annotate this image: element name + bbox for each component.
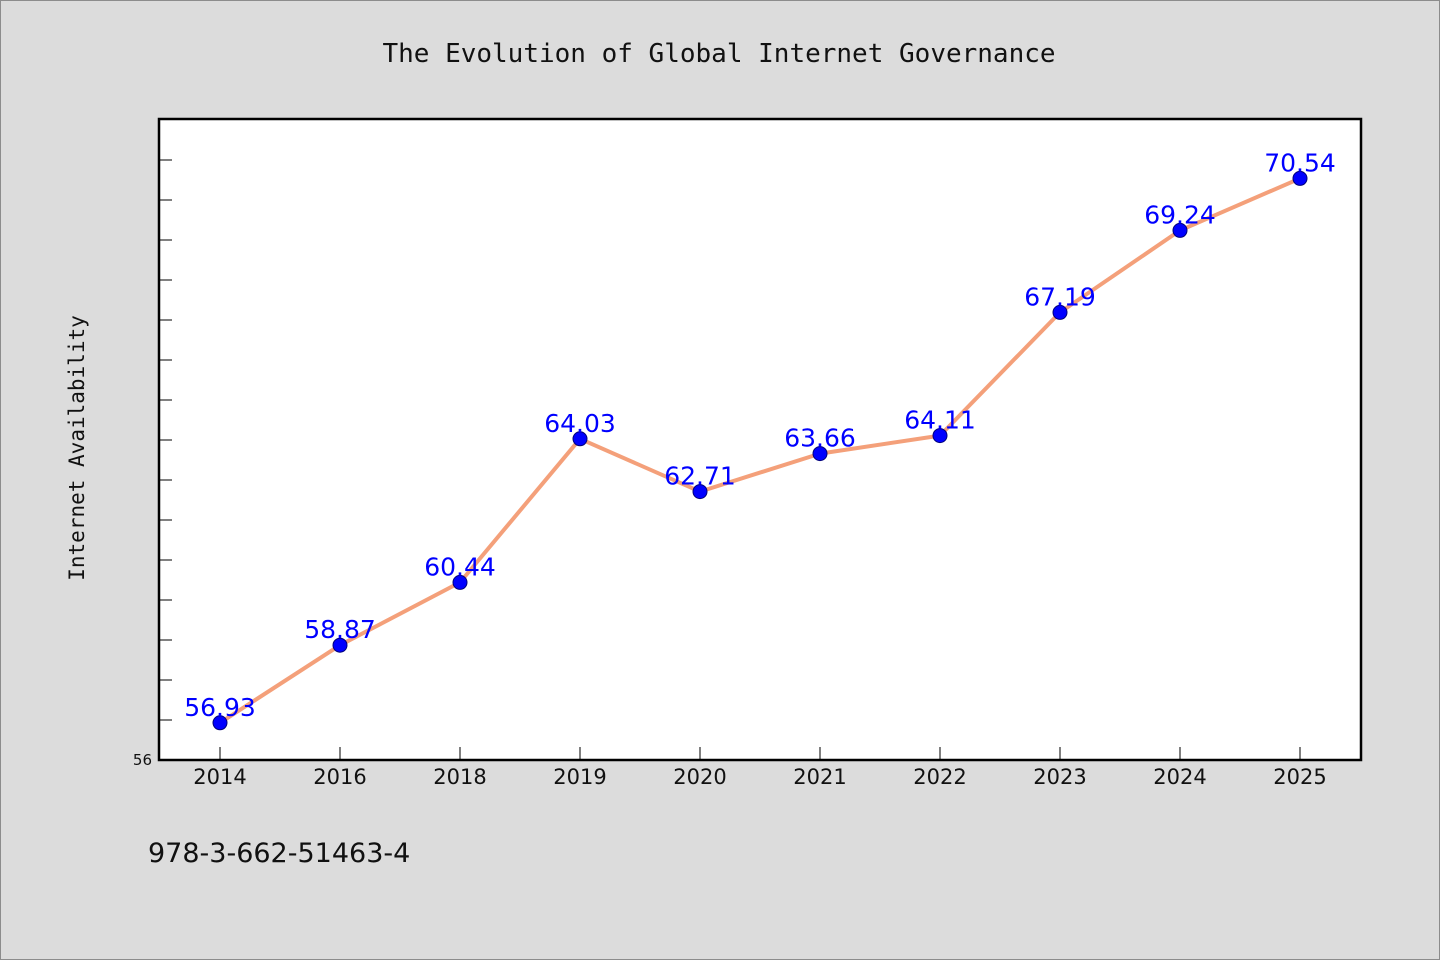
data-label: 64.03 bbox=[544, 409, 616, 438]
data-label: 62.71 bbox=[664, 462, 736, 491]
x-tick-label: 2018 bbox=[433, 765, 486, 789]
data-point bbox=[692, 484, 708, 500]
data-point bbox=[812, 446, 828, 462]
data-label: 64.11 bbox=[904, 406, 976, 435]
data-labels-group: 56.93 58.87 60.44 64.03 62.71 63.66 64.11 67.19… bbox=[184, 148, 1336, 721]
isbn-footer: 978-3-662-51463-4 bbox=[148, 838, 410, 869]
series-group bbox=[212, 170, 1308, 731]
data-label: 70.54 bbox=[1264, 148, 1336, 177]
data-label: 58.87 bbox=[304, 615, 376, 644]
data-point bbox=[1172, 222, 1188, 238]
chart-title: The Evolution of Global Internet Governa… bbox=[382, 39, 1055, 69]
data-point bbox=[452, 574, 468, 590]
data-point bbox=[932, 428, 948, 444]
y-axis-ticks: 56 bbox=[133, 159, 172, 769]
x-tick-label: 2014 bbox=[193, 765, 246, 789]
data-point bbox=[572, 431, 588, 447]
data-point bbox=[332, 637, 348, 653]
y-tick-label: 56 bbox=[133, 751, 152, 769]
data-label: 60.44 bbox=[424, 552, 496, 581]
y-axis-label: Internet Availability bbox=[65, 315, 89, 581]
data-point bbox=[212, 715, 228, 731]
x-tick-label: 2025 bbox=[1273, 765, 1326, 789]
data-label: 63.66 bbox=[784, 424, 856, 453]
series-line bbox=[218, 176, 1302, 725]
x-tick-label: 2019 bbox=[553, 765, 606, 789]
data-point bbox=[1292, 170, 1308, 186]
x-tick-label: 2020 bbox=[673, 765, 726, 789]
data-label: 56.93 bbox=[184, 693, 256, 722]
data-label: 69.24 bbox=[1144, 200, 1216, 229]
x-tick-label: 2021 bbox=[793, 765, 846, 789]
x-tick-label: 2023 bbox=[1033, 765, 1086, 789]
x-tick-label: 2022 bbox=[913, 765, 966, 789]
x-tick-label: 2016 bbox=[313, 765, 366, 789]
plot-area bbox=[157, 117, 1363, 762]
data-point bbox=[1052, 304, 1068, 320]
x-axis-ticks: 2014 2016 2018 2019 2020 2021 2022 2023 2024 2025 bbox=[193, 747, 1327, 789]
x-tick-label: 2024 bbox=[1153, 765, 1206, 789]
data-label: 67.19 bbox=[1024, 282, 1096, 311]
